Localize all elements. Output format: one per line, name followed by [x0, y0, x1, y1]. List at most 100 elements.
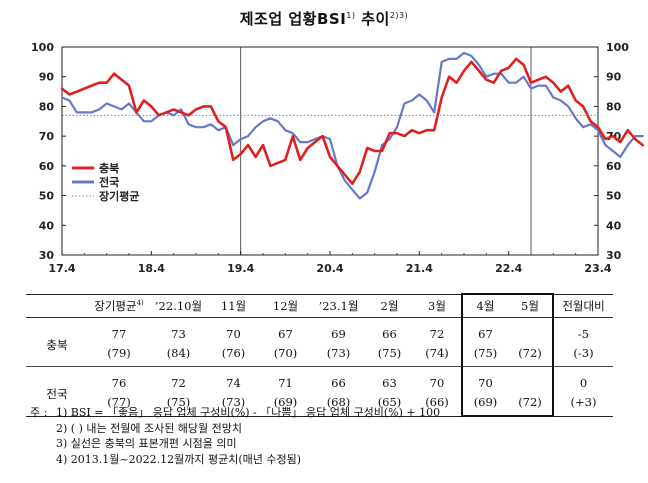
table-cell: 71: [260, 366, 311, 392]
table-cell: 67: [461, 317, 508, 343]
table-header-cell: ’23.1월: [311, 293, 366, 318]
table-cell: 72: [429, 326, 445, 341]
y-tick-label-left: 100: [31, 41, 54, 54]
row-label: 전국: [26, 366, 88, 417]
table-header-cell: 11월: [207, 293, 260, 318]
table-row: (79) (84) (76) (70) (73) (75) (74) (75) …: [26, 343, 613, 367]
legend-label: 전국: [99, 175, 119, 189]
title-text: 제조업 업황BSI1) 추이2)3): [239, 10, 409, 28]
x-tick-label: 17.4: [48, 262, 75, 275]
table-cell: 77: [111, 326, 127, 341]
legend-label: 장기평균: [99, 189, 139, 203]
table-cell: 70: [461, 366, 508, 392]
table-cell: (73): [326, 345, 351, 360]
table-header-cell: 4월: [461, 293, 508, 318]
table-header-cell: 2월: [366, 293, 413, 318]
series-line-chungbuk: [60, 57, 645, 185]
table-cell: (74): [425, 345, 449, 360]
table-cell: 66: [311, 366, 366, 392]
y-tick-label-right: 90: [606, 71, 622, 84]
y-tick-label-right: 30: [606, 249, 622, 262]
table-cell: [508, 317, 554, 343]
table-cell: 76: [88, 366, 150, 392]
footnotes: 주 :1) BSI = 「좋음」 응답 업체 구성비(%) - 「나쁨」 응답 …: [30, 405, 440, 467]
table-header-cell: 5월: [508, 293, 554, 318]
table-cell: (73): [207, 392, 260, 417]
table-cell: (69): [461, 392, 508, 417]
footnote: 주 :1) BSI = 「좋음」 응답 업체 구성비(%) - 「나쁨」 응답 …: [30, 406, 441, 419]
table-cell: (69): [260, 392, 311, 417]
x-tick-label: 20.4: [316, 262, 343, 275]
y-tick-label-right: 50: [606, 190, 622, 203]
table-cell: 69: [331, 326, 346, 341]
y-tick-label-left: 80: [39, 100, 55, 113]
table-cell: (-3): [573, 345, 594, 360]
table-cell: (+3): [553, 392, 613, 417]
y-tick-label-left: 50: [39, 190, 55, 203]
y-tick-label-left: 60: [39, 160, 55, 173]
table-cell: 74: [207, 366, 260, 392]
table-corner: [26, 293, 88, 318]
table-cell: -5: [577, 326, 590, 341]
table-cell: (75): [461, 343, 508, 367]
y-tick-label-left: 30: [39, 249, 55, 262]
table-row: (77) (75) (73) (69) (68) (65) (66) (69) …: [26, 392, 613, 417]
footnote: 4) 2013.1월~2022.12월까지 평균치(매년 수정됨): [56, 452, 301, 466]
table-cell: 63: [366, 366, 413, 392]
table-cell: (65): [366, 392, 413, 417]
reference-lines: [62, 47, 598, 255]
table-cell: 73: [171, 326, 186, 341]
table-header-cell: 장기평균4): [88, 293, 150, 318]
table-cell: 67: [278, 326, 293, 341]
table-cell: (72): [508, 392, 554, 417]
legend-item-long-term-average: 장기평균: [72, 189, 139, 203]
table-cell: (72): [508, 343, 554, 367]
table-cell: 70: [226, 326, 241, 341]
legend-label: 충북: [99, 161, 119, 175]
footnote: 2) ( ) 내는 전월에 조사된 해당월 전망치: [56, 421, 243, 435]
table-header-cell: ’22.10월: [150, 293, 207, 318]
y-tick-label-left: 70: [39, 130, 55, 143]
y-tick-label-left: 90: [39, 71, 55, 84]
table-cell: (68): [311, 392, 366, 417]
table-header-cell: 12월: [260, 293, 311, 318]
table-cell: 72: [150, 366, 207, 392]
table-cell: [508, 366, 554, 392]
x-tick-label: 23.4: [584, 262, 611, 275]
series: [60, 51, 645, 200]
row-label: 충북: [46, 338, 68, 352]
table-cell: (77): [88, 392, 150, 417]
legend-item-chungbuk: 충북: [72, 161, 119, 175]
table-cell: 66: [382, 326, 397, 341]
table-cell: (66): [413, 392, 462, 417]
plot-frame: [61, 46, 599, 256]
y-tick-label-right: 60: [606, 160, 622, 173]
footnote: 3) 실선은 충북의 표본개편 시점을 의미: [56, 437, 237, 450]
legend-item-national: 전국: [72, 175, 119, 189]
x-tick-label: 22.4: [495, 262, 522, 275]
table-cell: 70: [413, 366, 462, 392]
table-cell: 0: [553, 366, 613, 392]
table-row: 충북 77 73 70 67 69 66 72 67 -5: [26, 317, 613, 352]
y-tick-label-right: 40: [606, 219, 622, 232]
y-tick-label-right: 100: [606, 41, 629, 54]
x-tick-label: 19.4: [227, 262, 254, 275]
y-tick-label-left: 40: [39, 219, 55, 232]
chart-title: 제조업 업황BSI1) 추이2)3): [0, 8, 648, 29]
y-tick-label-right: 80: [606, 100, 622, 113]
table-cell: (70): [273, 345, 298, 360]
table-cell: (79): [107, 345, 131, 360]
table-cell: (84): [166, 345, 191, 360]
bsi-table: 장기평균4) ’22.10월 11월 12월 ’23.1월 2월 3월 4월 5…: [26, 293, 613, 417]
series-line-national: [60, 51, 644, 200]
x-tick-label: 18.4: [138, 262, 165, 275]
table-cell: (75): [150, 392, 207, 417]
table-header-row: 장기평균4) ’22.10월 11월 12월 ’23.1월 2월 3월 4월 5…: [26, 293, 613, 318]
table-header-cell: 전월대비: [553, 293, 613, 318]
table-cell: (75): [377, 345, 402, 360]
x-tick-label: 21.4: [406, 262, 433, 275]
table-cell: (76): [221, 345, 246, 360]
